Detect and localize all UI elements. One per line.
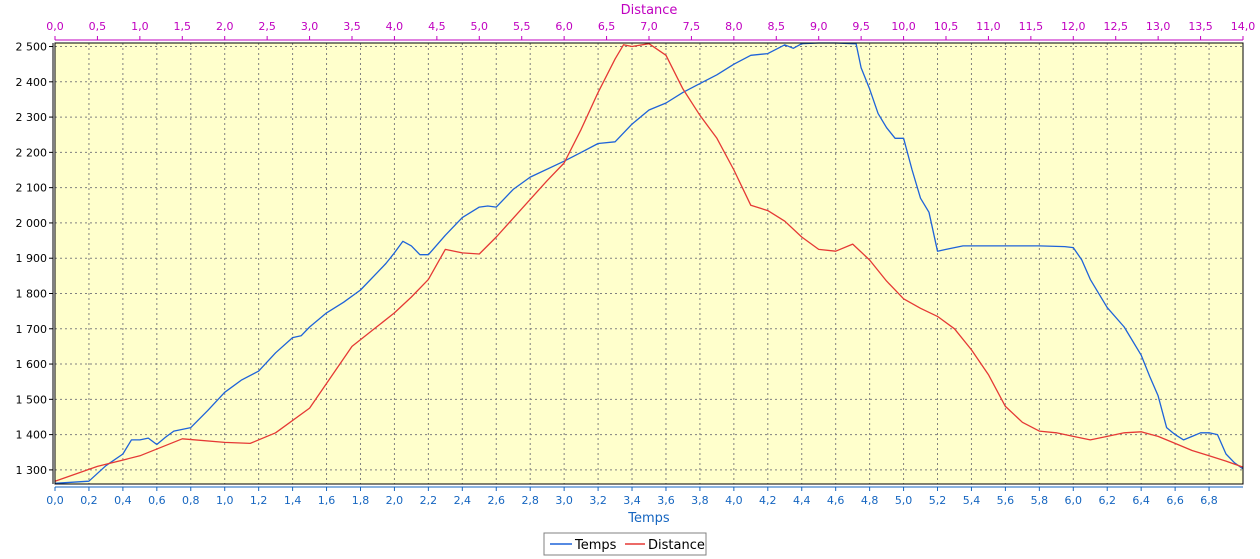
bottom-tick-label: 4,8 <box>861 494 879 507</box>
left-tick-label: 2 400 <box>16 76 48 89</box>
bottom-tick-label: 2,6 <box>488 494 506 507</box>
left-tick-label: 1 600 <box>16 358 48 371</box>
bottom-tick-label: 2,4 <box>454 494 472 507</box>
bottom-tick-label: 5,8 <box>1031 494 1049 507</box>
top-tick-label: 0,5 <box>89 20 107 33</box>
bottom-tick-label: 6,6 <box>1166 494 1184 507</box>
bottom-tick-label: 5,2 <box>929 494 947 507</box>
top-tick-label: 4,0 <box>386 20 404 33</box>
bottom-tick-label: 3,2 <box>589 494 607 507</box>
plot-area <box>55 43 1243 484</box>
bottom-tick-label: 3,0 <box>555 494 573 507</box>
bottom-tick-label: 2,0 <box>386 494 404 507</box>
legend[interactable]: Temps Distance <box>543 532 707 556</box>
top-tick-label: 1,0 <box>131 20 149 33</box>
top-tick-label: 2,0 <box>216 20 234 33</box>
bottom-tick-label: 0,4 <box>114 494 132 507</box>
bottom-tick-label: 4,0 <box>725 494 743 507</box>
left-tick-label: 1 400 <box>16 429 48 442</box>
bottom-tick-label: 6,0 <box>1065 494 1083 507</box>
top-tick-label: 14,0 <box>1231 20 1256 33</box>
bottom-tick-label: 4,6 <box>827 494 845 507</box>
bottom-tick-label: 1,6 <box>318 494 336 507</box>
top-tick-label: 3,5 <box>343 20 361 33</box>
top-tick-label: 6,5 <box>598 20 616 33</box>
series-layer <box>54 42 1244 484</box>
bottom-tick-label: 2,2 <box>420 494 438 507</box>
top-tick-label: 6,0 <box>555 20 573 33</box>
bottom-tick-label: 6,2 <box>1098 494 1116 507</box>
left-tick-label: 1 700 <box>16 323 48 336</box>
bottom-tick-label: 3,8 <box>691 494 709 507</box>
left-tick-label: 1 300 <box>16 464 48 477</box>
bottom-tick-label: 6,8 <box>1200 494 1218 507</box>
bottom-tick-label: 2,8 <box>521 494 539 507</box>
bottom-tick-label: 0,0 <box>46 494 64 507</box>
bottom-tick-label: 1,2 <box>250 494 268 507</box>
top-tick-label: 2,5 <box>258 20 276 33</box>
legend-label-temps: Temps <box>574 538 617 553</box>
top-tick-label: 13,5 <box>1188 20 1213 33</box>
bottom-tick-label: 1,8 <box>352 494 370 507</box>
top-tick-label: 13,0 <box>1146 20 1171 33</box>
left-tick-label: 2 300 <box>16 111 48 124</box>
bottom-tick-label: 5,6 <box>997 494 1015 507</box>
plot-frame <box>54 42 1244 485</box>
top-tick-label: 12,0 <box>1061 20 1086 33</box>
left-tick-label: 2 000 <box>16 217 48 230</box>
bottom-tick-label: 0,8 <box>182 494 200 507</box>
bottom-tick-label: 1,0 <box>216 494 234 507</box>
top-tick-label: 5,0 <box>471 20 489 33</box>
top-tick-label: 9,0 <box>810 20 828 33</box>
top-tick-label: 7,5 <box>683 20 701 33</box>
bottom-tick-label: 6,4 <box>1132 494 1150 507</box>
left-tick-label: 2 100 <box>16 182 48 195</box>
left-tick-label: 1 800 <box>16 287 48 300</box>
top-tick-label: 3,0 <box>301 20 319 33</box>
top-tick-label: 4,5 <box>428 20 446 33</box>
top-tick-label: 0,0 <box>46 20 64 33</box>
top-tick-label: 11,5 <box>1019 20 1044 33</box>
bottom-tick-label: 0,6 <box>148 494 166 507</box>
bottom-tick-label: 3,4 <box>623 494 641 507</box>
top-tick-label: 8,0 <box>725 20 743 33</box>
top-tick-label: 8,5 <box>768 20 786 33</box>
bottom-tick-label: 1,4 <box>284 494 302 507</box>
top-tick-label: 11,0 <box>976 20 1001 33</box>
top-tick-label: 5,5 <box>513 20 531 33</box>
top-tick-label: 1,5 <box>174 20 192 33</box>
left-tick-label: 1 900 <box>16 252 48 265</box>
series-line-temps <box>54 42 1244 484</box>
top-tick-label: 10,5 <box>934 20 959 33</box>
bottom-tick-label: 3,6 <box>657 494 675 507</box>
left-tick-label: 2 200 <box>16 146 48 159</box>
bottom-tick-label: 5,4 <box>963 494 981 507</box>
left-tick-label: 1 500 <box>16 393 48 406</box>
top-tick-label: 7,0 <box>640 20 658 33</box>
bottom-tick-label: 4,4 <box>793 494 811 507</box>
bottom-tick-label: 5,0 <box>895 494 913 507</box>
axes: 0,0 0,2 0,4 0,6 0,8 1,0 1,2 1,4 1,6 1,8 2,0 2,2 2,4 2… <box>16 20 1256 507</box>
top-tick-label: 10,0 <box>891 20 916 33</box>
left-tick-label: 2 500 <box>16 41 48 54</box>
series-line-distance <box>54 43 1244 482</box>
grid <box>55 43 1243 484</box>
bottom-tick-label: 4,2 <box>759 494 777 507</box>
top-tick-label: 12,5 <box>1103 20 1128 33</box>
top-tick-label: 9,5 <box>852 20 870 33</box>
top-axis-title: Distance <box>621 3 678 18</box>
bottom-tick-label: 0,2 <box>80 494 98 507</box>
bottom-axis-title: Temps <box>627 511 670 526</box>
legend-label-distance: Distance <box>648 538 705 553</box>
